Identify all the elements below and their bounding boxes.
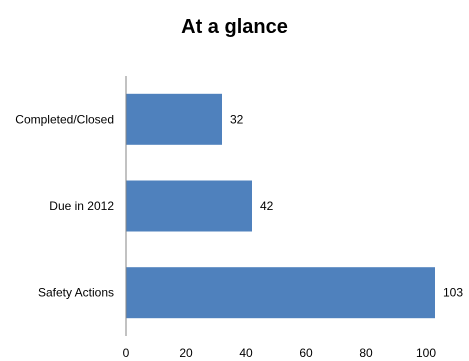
bar [126, 180, 252, 232]
category-label: Completed/Closed [15, 112, 114, 126]
x-tick-label: 20 [179, 346, 193, 360]
x-tick-label: 0 [123, 346, 130, 360]
bars-group [126, 93, 435, 319]
chart-title: At a glance [181, 16, 288, 38]
data-labels: 32 42 103 [230, 112, 463, 299]
x-tick-label: 40 [239, 346, 253, 360]
x-tick-label: 80 [359, 346, 373, 360]
category-label: Due in 2012 [49, 199, 114, 213]
x-axis-ticks: 0 20 40 60 80 100 [123, 346, 437, 360]
bar [126, 267, 435, 319]
bar [126, 93, 222, 145]
x-tick-label: 100 [416, 346, 436, 360]
data-label: 103 [443, 286, 463, 300]
data-label: 42 [260, 199, 274, 213]
category-labels: Completed/Closed Due in 2012 Safety Action… [15, 112, 114, 299]
x-tick-label: 60 [299, 346, 313, 360]
data-label: 32 [230, 112, 244, 126]
category-label: Safety Actions [38, 286, 114, 300]
